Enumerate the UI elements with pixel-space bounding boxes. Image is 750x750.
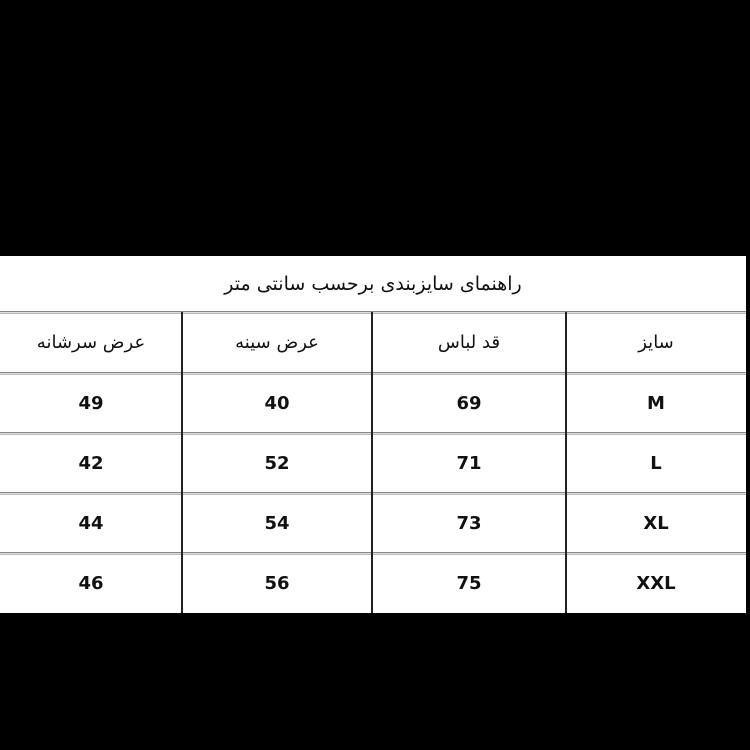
row-divider bbox=[0, 552, 746, 555]
table-cell: 46 bbox=[78, 572, 104, 594]
column-header: عرض سینه bbox=[235, 332, 319, 353]
table-cell: 54 bbox=[264, 512, 290, 534]
table-cell: 73 bbox=[456, 512, 482, 534]
column-divider bbox=[371, 312, 373, 613]
table-cell: 40 bbox=[264, 392, 290, 414]
table-title: راهنمای سایزبندی برحسب سانتی متر bbox=[224, 273, 522, 295]
table-cell: 44 bbox=[78, 512, 104, 534]
table-cell: 49 bbox=[78, 392, 104, 414]
table-cell: M bbox=[647, 392, 665, 414]
table-cell: 56 bbox=[264, 572, 290, 594]
table-cell: L bbox=[650, 452, 662, 474]
row-divider bbox=[0, 311, 746, 314]
row-divider bbox=[0, 372, 746, 375]
table-cell: XL bbox=[643, 512, 669, 534]
table-cell: 42 bbox=[78, 452, 104, 474]
table-cell: XXL bbox=[636, 572, 676, 594]
column-divider bbox=[565, 312, 567, 613]
column-header: قد لباس bbox=[437, 332, 501, 353]
row-divider bbox=[0, 432, 746, 435]
column-header: عرض سرشانه bbox=[36, 332, 146, 353]
table-cell: 69 bbox=[456, 392, 482, 414]
size-chart-table: راهنمای سایزبندی برحسب سانتی متر عرض سرش… bbox=[0, 256, 746, 613]
column-header: سایز bbox=[638, 332, 674, 353]
row-divider bbox=[0, 492, 746, 495]
table-cell: 75 bbox=[456, 572, 482, 594]
table-cell: 52 bbox=[264, 452, 290, 474]
column-divider bbox=[181, 312, 183, 613]
table-cell: 71 bbox=[456, 452, 482, 474]
